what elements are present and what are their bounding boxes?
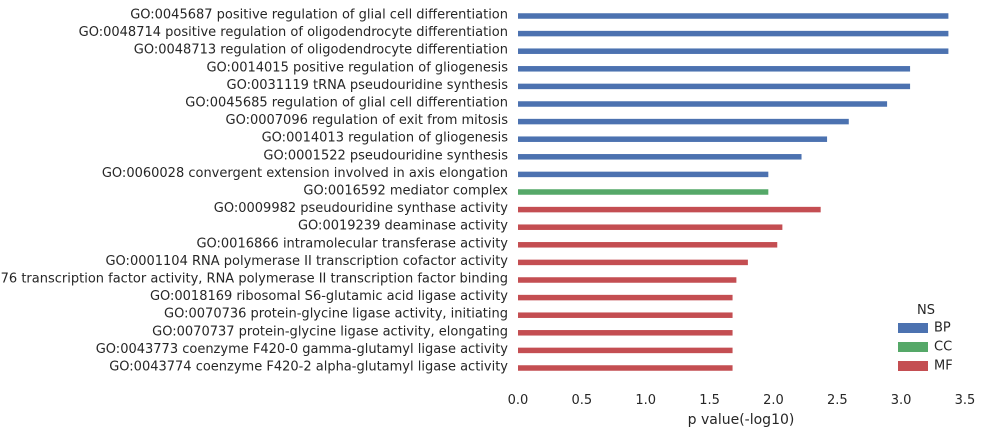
category-labels: GO:0045687 positive regulation of glial … [0, 8, 508, 375]
bar [518, 171, 769, 178]
legend-entries: BP CC MF [898, 321, 953, 374]
legend-label: BP [934, 321, 951, 336]
bar [518, 48, 949, 54]
x-tick-label: 0.0 [508, 393, 529, 408]
x-tick-label: 3.0 [891, 393, 912, 408]
bar [518, 224, 783, 230]
x-tick-label: 2.5 [827, 393, 848, 408]
category-label: GO:0031119 tRNA pseudouridine synthesis [227, 78, 509, 93]
category-label: GO:0001076 transcription factor activity… [0, 272, 508, 287]
bar [518, 66, 911, 72]
legend-label: MF [934, 359, 953, 374]
category-label: GO:0016866 intramolecular transferase ac… [196, 236, 508, 251]
x-tick-label: 0.5 [572, 393, 593, 408]
bar [518, 118, 849, 125]
legend-swatch [898, 361, 928, 371]
bar [518, 312, 733, 318]
category-label: GO:0045687 positive regulation of glial … [130, 8, 508, 23]
bar [518, 259, 748, 266]
bar [518, 330, 733, 336]
bar [518, 136, 828, 142]
bar [518, 347, 733, 354]
category-label: GO:0001522 pseudouridine synthesis [263, 148, 508, 163]
bars-layer [518, 13, 949, 371]
category-label: GO:0019239 deaminase activity [298, 219, 508, 234]
bar [518, 83, 911, 90]
bar [518, 294, 733, 301]
legend-entry: BP [898, 321, 951, 336]
category-label: GO:0007096 regulation of exit from mitos… [226, 113, 509, 128]
legend-title: NS [917, 303, 935, 318]
x-tick-label: 3.5 [955, 393, 976, 408]
x-tick-label: 1.5 [699, 393, 720, 408]
legend-swatch [898, 342, 928, 352]
bar [518, 30, 949, 37]
category-label: GO:0070736 protein-glycine ligase activi… [164, 307, 508, 322]
bar [518, 242, 778, 248]
bar [518, 189, 769, 195]
category-label: GO:0009982 pseudouridine synthase activi… [214, 201, 509, 216]
legend: NS BP CC MF [898, 303, 953, 374]
x-tick-label: 1.0 [635, 393, 656, 408]
bar [518, 101, 888, 107]
category-label: GO:0043773 coenzyme F420-0 gamma-glutamy… [96, 342, 509, 357]
category-label: GO:0070737 protein-glycine ligase activi… [152, 324, 508, 339]
category-label: GO:0048714 positive regulation of oligod… [79, 25, 508, 40]
legend-label: CC [934, 340, 952, 355]
bar [518, 154, 802, 160]
bar [518, 365, 733, 371]
category-label: GO:0018169 ribosomal S6-glutamic acid li… [150, 289, 508, 304]
category-label: GO:0043774 coenzyme F420-2 alpha-glutamy… [109, 360, 508, 375]
legend-entry: CC [898, 340, 952, 355]
category-label: GO:0048713 regulation of oligodendrocyte… [134, 43, 508, 58]
legend-entry: MF [898, 359, 953, 374]
legend-swatch [898, 323, 928, 333]
category-label: GO:0016592 mediator complex [303, 184, 508, 199]
x-axis-ticks: 0.0 0.5 1.0 1.5 2.0 2.5 3.0 3.5 [508, 393, 976, 408]
x-tick-label: 2.0 [763, 393, 784, 408]
bar [518, 277, 737, 283]
bar [518, 206, 821, 213]
category-label: GO:0045685 regulation of glial cell diff… [185, 96, 508, 111]
bar [518, 13, 949, 19]
category-label: GO:0001104 RNA polymerase II transcripti… [105, 254, 508, 269]
x-axis-title: p value(-log10) [688, 412, 795, 428]
category-label: GO:0014013 regulation of gliogenesis [262, 131, 509, 146]
category-label: GO:0060028 convergent extension involved… [102, 166, 508, 181]
category-label: GO:0014015 positive regulation of glioge… [206, 60, 508, 75]
